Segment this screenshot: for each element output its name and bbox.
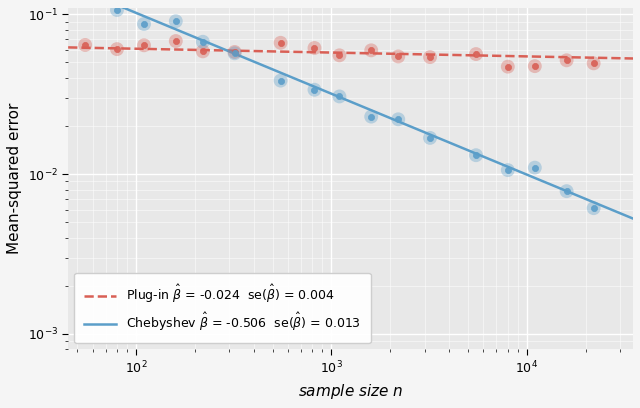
X-axis label: sample size $n$: sample size $n$ <box>298 382 403 401</box>
Point <box>309 86 319 93</box>
Legend: Plug-in $\hat{\beta}$ = -0.024  se($\hat{\beta}$) = 0.004, Chebyshev $\hat{\beta: Plug-in $\hat{\beta}$ = -0.024 se($\hat{… <box>74 273 371 343</box>
Point <box>230 50 240 57</box>
Point <box>589 60 599 67</box>
Point <box>171 38 181 44</box>
Plug-in $\hat{\beta}$ = -0.024  se($\hat{\beta}$) = 0.004 <box>64 45 72 50</box>
Point <box>112 7 122 13</box>
Point <box>393 53 403 60</box>
Point <box>589 60 599 67</box>
Point <box>425 54 435 60</box>
Plug-in $\hat{\beta}$ = -0.024  se($\hat{\beta}$) = 0.004 <box>410 52 418 57</box>
Point <box>112 46 122 52</box>
Point <box>393 53 403 60</box>
Point <box>275 40 285 46</box>
Point <box>171 38 181 44</box>
Chebyshev $\hat{\beta}$ = -0.506  se($\hat{\beta}$) = 0.013 <box>410 125 418 130</box>
Chebyshev $\hat{\beta}$ = -0.506  se($\hat{\beta}$) = 0.013 <box>576 194 584 199</box>
Point <box>198 38 208 45</box>
Plug-in $\hat{\beta}$ = -0.024  se($\hat{\beta}$) = 0.004 <box>576 55 584 60</box>
Point <box>198 38 208 45</box>
Point <box>112 46 122 52</box>
Point <box>530 63 540 69</box>
Point <box>171 18 181 24</box>
Chebyshev $\hat{\beta}$ = -0.506  se($\hat{\beta}$) = 0.013 <box>399 121 406 126</box>
Point <box>230 49 240 55</box>
Line: Plug-in $\hat{\beta}$ = -0.024  se($\hat{\beta}$) = 0.004: Plug-in $\hat{\beta}$ = -0.024 se($\hat{… <box>68 47 633 58</box>
Point <box>334 93 344 100</box>
Point <box>502 63 513 70</box>
Y-axis label: Mean-squared error: Mean-squared error <box>7 103 22 254</box>
Point <box>80 42 90 48</box>
Point <box>393 116 403 122</box>
Point <box>171 18 181 24</box>
Point <box>80 42 90 48</box>
Point <box>589 205 599 211</box>
Point <box>139 42 149 49</box>
Point <box>425 135 435 141</box>
Point <box>561 57 572 64</box>
Plug-in $\hat{\beta}$ = -0.024  se($\hat{\beta}$) = 0.004 <box>399 51 406 56</box>
Point <box>471 51 481 58</box>
Point <box>112 7 122 13</box>
Plug-in $\hat{\beta}$ = -0.024  se($\hat{\beta}$) = 0.004 <box>629 56 637 61</box>
Plug-in $\hat{\beta}$ = -0.024  se($\hat{\beta}$) = 0.004 <box>401 51 408 56</box>
Point <box>309 45 319 51</box>
Point <box>471 152 481 158</box>
Point <box>334 52 344 59</box>
Point <box>366 47 376 53</box>
Point <box>530 63 540 69</box>
Point <box>198 48 208 55</box>
Point <box>425 135 435 141</box>
Point <box>561 188 572 195</box>
Point <box>334 93 344 100</box>
Point <box>366 113 376 120</box>
Point <box>366 113 376 120</box>
Point <box>198 48 208 55</box>
Plug-in $\hat{\beta}$ = -0.024  se($\hat{\beta}$) = 0.004 <box>540 54 548 59</box>
Line: Chebyshev $\hat{\beta}$ = -0.506  se($\hat{\beta}$) = 0.013: Chebyshev $\hat{\beta}$ = -0.506 se($\ha… <box>68 0 633 219</box>
Point <box>561 188 572 195</box>
Point <box>502 63 513 70</box>
Point <box>309 86 319 93</box>
Chebyshev $\hat{\beta}$ = -0.506  se($\hat{\beta}$) = 0.013 <box>629 216 637 221</box>
Point <box>589 205 599 211</box>
Point <box>275 40 285 46</box>
Point <box>502 167 513 173</box>
Chebyshev $\hat{\beta}$ = -0.506  se($\hat{\beta}$) = 0.013 <box>540 180 548 184</box>
Point <box>334 52 344 59</box>
Point <box>502 167 513 173</box>
Point <box>230 49 240 55</box>
Point <box>530 164 540 171</box>
Point <box>309 45 319 51</box>
Point <box>561 57 572 64</box>
Point <box>425 54 435 60</box>
Point <box>471 152 481 158</box>
Chebyshev $\hat{\beta}$ = -0.506  se($\hat{\beta}$) = 0.013 <box>401 122 408 126</box>
Point <box>139 21 149 27</box>
Point <box>393 116 403 122</box>
Point <box>275 78 285 84</box>
Point <box>139 42 149 49</box>
Point <box>366 47 376 53</box>
Plug-in $\hat{\beta}$ = -0.024  se($\hat{\beta}$) = 0.004 <box>66 45 74 50</box>
Point <box>275 78 285 84</box>
Point <box>471 51 481 58</box>
Point <box>530 164 540 171</box>
Point <box>230 50 240 57</box>
Point <box>139 21 149 27</box>
